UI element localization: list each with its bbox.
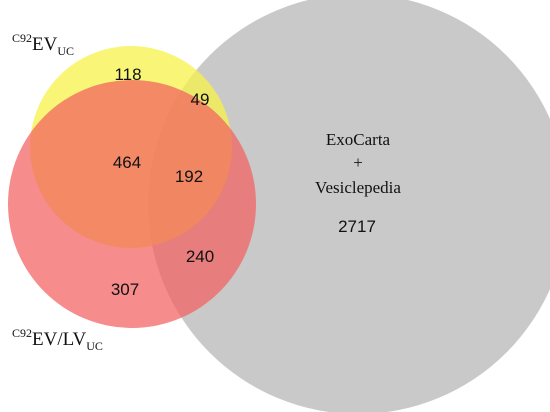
count-ev-uc-only: 118: [114, 65, 141, 84]
circle-ev-lv-uc: [8, 80, 256, 328]
label-ev-uc-sup: C92: [12, 31, 32, 45]
label-databases-line3: Vesiclepedia: [315, 178, 401, 197]
label-ev-uc-main: EV: [32, 34, 58, 55]
count-all-three: 192: [175, 167, 203, 186]
label-databases-line1: ExoCarta: [326, 130, 391, 149]
count-ev-lv-uc-and-databases: 240: [186, 247, 214, 266]
label-ev-uc-sub: UC: [57, 44, 74, 58]
circle-databases: [148, 0, 550, 412]
count-databases-only: 2717: [338, 217, 376, 236]
count-ev-lv-uc-only: 307: [111, 280, 139, 299]
count-ev-uc-and-ev-lv-uc: 464: [113, 153, 141, 172]
label-ev-lv-uc-main: EV/LV: [32, 329, 86, 350]
label-ev-lv-uc-sub: UC: [86, 339, 103, 353]
count-ev-uc-and-databases: 49: [191, 90, 210, 109]
label-ev-lv-uc-sup: C92: [12, 326, 32, 340]
label-databases-line2: +: [353, 153, 363, 172]
label-ev-lv-uc: C92EV/LVUC: [12, 326, 103, 353]
label-ev-uc: C92EVUC: [12, 31, 74, 58]
